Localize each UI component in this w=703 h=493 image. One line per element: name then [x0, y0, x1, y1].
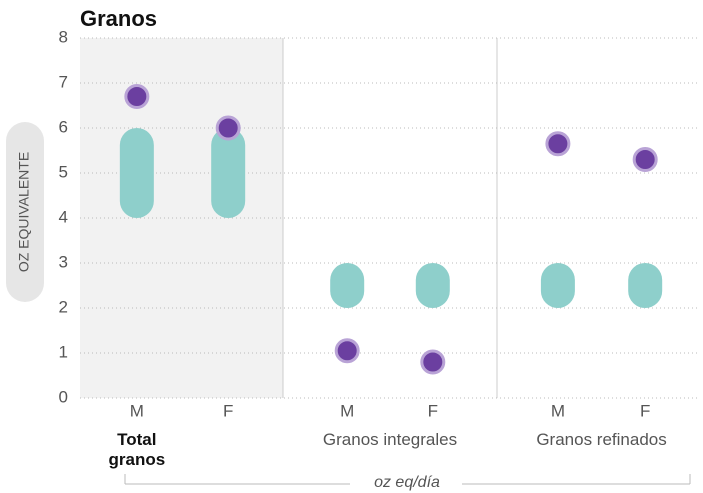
y-tick-label: 5 — [59, 162, 68, 181]
x-tick-label: F — [428, 401, 438, 420]
x-tick-label: M — [340, 401, 354, 420]
x-tick-label: M — [130, 401, 144, 420]
y-tick-label: 4 — [59, 207, 68, 226]
y-axis-label: OZ EQUIVALENTE — [16, 152, 32, 272]
y-tick-label: 1 — [59, 342, 68, 361]
range-bar — [415, 263, 450, 308]
group-label: Granos refinados — [536, 430, 667, 449]
y-tick-label: 2 — [59, 297, 68, 316]
x-tick-label: F — [640, 401, 650, 420]
y-tick-label: 3 — [59, 252, 68, 271]
intake-dot — [334, 338, 360, 364]
intake-dot — [545, 131, 571, 157]
x-tick-label: F — [223, 401, 233, 420]
intake-dot — [632, 147, 658, 172]
y-label-pill — [6, 122, 44, 302]
intake-dot — [420, 349, 446, 375]
y-tick-label: 7 — [59, 72, 68, 91]
y-tick-label: 6 — [59, 117, 68, 136]
panel-highlight — [80, 38, 283, 398]
x-axis-label: oz eq/día — [374, 474, 440, 491]
group-label: Total granos — [108, 430, 166, 469]
x-tick-label: M — [551, 401, 565, 420]
chart-title: Granos — [80, 6, 157, 31]
intake-dot — [124, 84, 150, 109]
y-tick-label: 0 — [59, 387, 68, 406]
y-tick-label: 8 — [59, 27, 68, 46]
range-bar — [119, 128, 154, 218]
range-bar — [628, 263, 663, 308]
group-label: Granos integrales — [322, 430, 458, 449]
range-bar — [211, 128, 246, 218]
intake-dot — [215, 115, 241, 141]
range-bar — [540, 263, 575, 308]
range-bar — [330, 263, 365, 308]
